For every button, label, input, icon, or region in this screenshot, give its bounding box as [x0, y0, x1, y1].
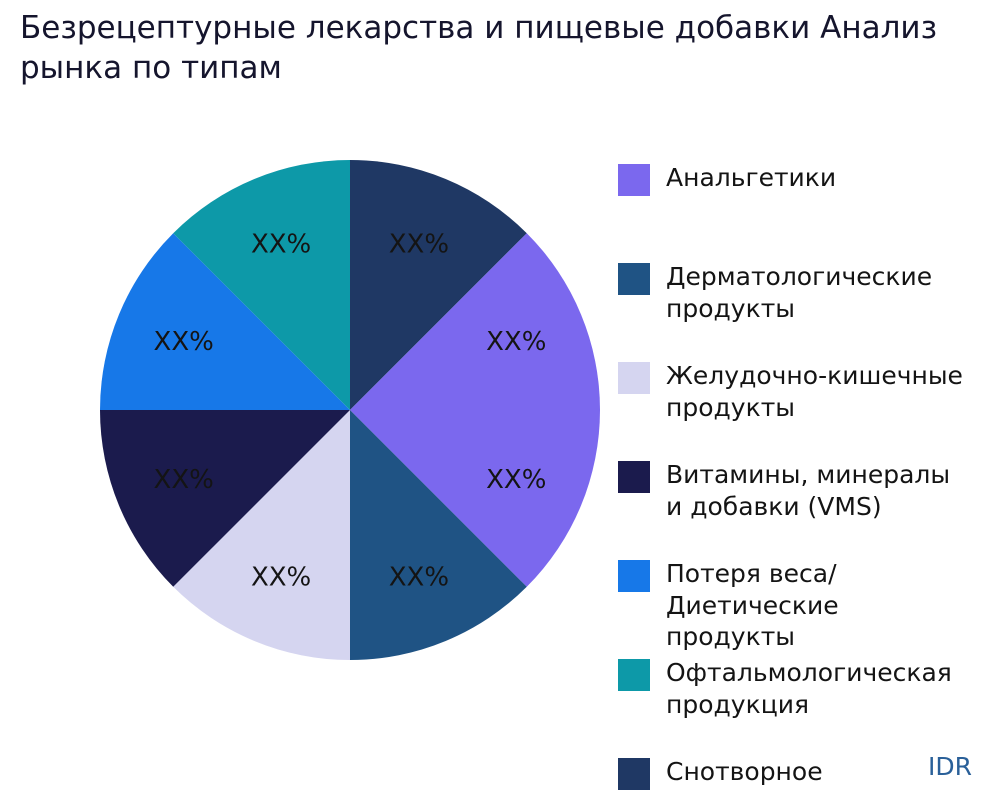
brand-watermark: IDR — [928, 752, 972, 781]
legend-swatch — [618, 659, 650, 691]
legend-item-dermatological: Дерматологические продукты — [618, 261, 1000, 360]
legend-swatch — [618, 164, 650, 196]
pie-slice-value-label: XX% — [154, 327, 214, 357]
pie-slice-5 — [100, 233, 350, 410]
pie-slice-value-label: XX% — [251, 562, 311, 592]
legend-item-analgesics: Анальгетики — [618, 162, 1000, 261]
pie-slice-value-label: XX% — [389, 230, 449, 260]
legend-swatch — [618, 362, 650, 394]
pie-slice-1 — [350, 233, 600, 587]
pie-slice-value-label: XX% — [486, 327, 546, 357]
legend-label: Желудочно-кишечные продукты — [666, 361, 963, 422]
legend: Анальгетики Дерматологические продукты Ж… — [618, 162, 1000, 800]
pie-slice-value-label: XX% — [389, 562, 449, 592]
legend-label: Снотворное — [666, 757, 823, 786]
pie-chart: XX% XX% XX% XX% XX% XX% XX% XX% — [100, 160, 600, 660]
legend-label: Витамины, минералы и добавки (VMS) — [666, 460, 951, 521]
legend-swatch — [618, 758, 650, 790]
chart-title: Безрецептурные лекарства и пищевые добав… — [20, 10, 938, 87]
pie-slice-3 — [173, 410, 350, 660]
legend-item-weight-loss: Потеря веса/Диетические продукты — [618, 558, 1000, 657]
legend-swatch — [618, 560, 650, 592]
legend-item-sleep-aids: Снотворное — [618, 756, 1000, 800]
legend-label: Дерматологические продукты — [666, 262, 933, 323]
pie-slice-value-label: XX% — [154, 465, 214, 495]
pie-chart-container: XX% XX% XX% XX% XX% XX% XX% XX% — [100, 160, 600, 660]
pie-slice-4 — [100, 410, 350, 587]
legend-swatch — [618, 263, 650, 295]
pie-slice-0 — [350, 160, 527, 410]
legend-label: Потеря веса/Диетические продукты — [666, 559, 839, 651]
legend-swatch — [618, 461, 650, 493]
pie-slice-value-label: XX% — [251, 230, 311, 260]
legend-label: Офтальмологическая продукция — [666, 658, 952, 719]
pie-slice-6 — [173, 160, 350, 410]
legend-item-vms: Витамины, минералы и добавки (VMS) — [618, 459, 1000, 558]
pie-slice-value-label: XX% — [486, 465, 546, 495]
legend-item-ophthalmological: Офтальмологическая продукция — [618, 657, 1000, 756]
pie-slice-2 — [350, 410, 527, 660]
legend-label: Анальгетики — [666, 163, 837, 192]
legend-item-gastrointestinal: Желудочно-кишечные продукты — [618, 360, 1000, 459]
